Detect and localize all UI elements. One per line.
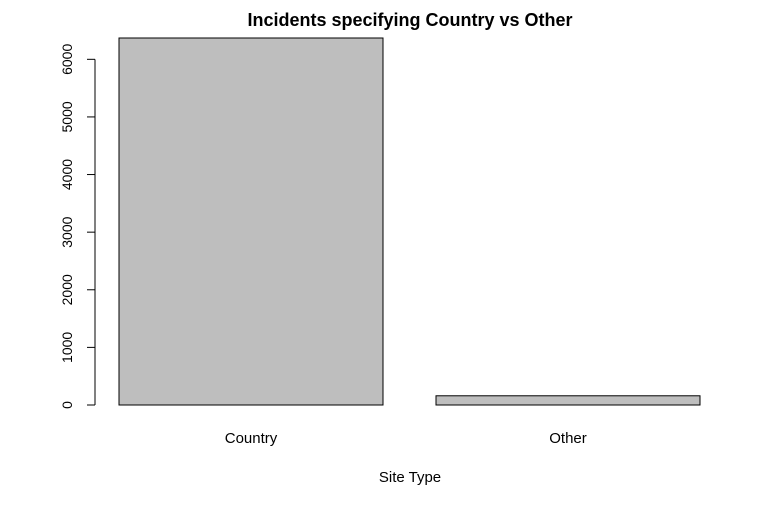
x-axis-label: Site Type xyxy=(379,469,441,486)
category-label-country: Country xyxy=(225,430,278,447)
y-tick-label: 1000 xyxy=(59,332,75,363)
plot-area: Country Other 0 1000 2000 3000 4000 5000 6000 xyxy=(59,37,701,447)
bar-other xyxy=(435,395,701,406)
category-label-other: Other xyxy=(549,430,587,447)
y-tick-label: 4000 xyxy=(59,159,75,190)
chart-title: Incidents specifying Country vs Other xyxy=(247,10,572,30)
bar-country xyxy=(118,37,384,406)
y-tick-label: 2000 xyxy=(59,274,75,305)
y-tick-label: 5000 xyxy=(59,101,75,132)
y-tick-label: 3000 xyxy=(59,216,75,247)
y-tick-label: 6000 xyxy=(59,44,75,75)
y-tick-label: 0 xyxy=(59,401,75,409)
